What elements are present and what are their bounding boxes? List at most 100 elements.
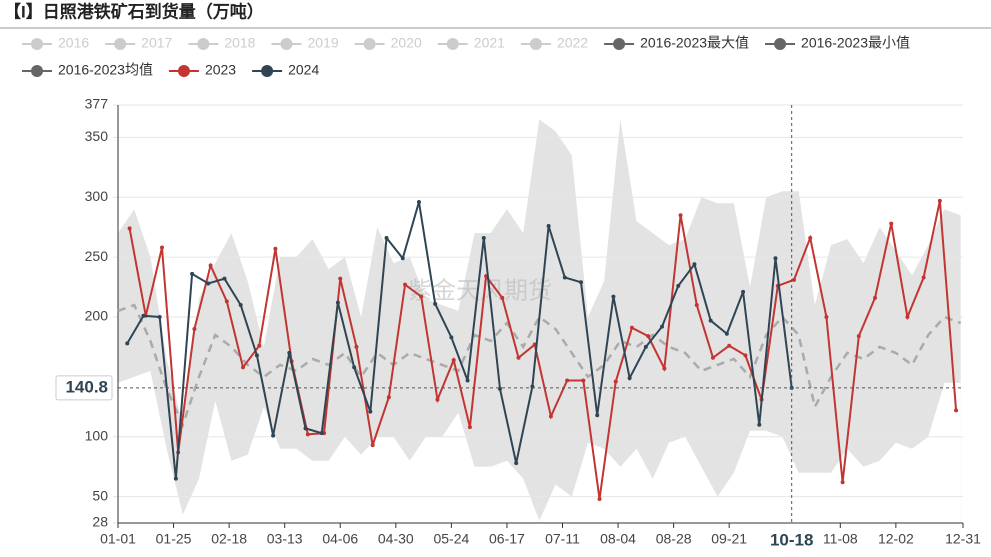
data-point bbox=[546, 223, 551, 228]
legend-item[interactable]: 2023 bbox=[168, 62, 236, 78]
data-point bbox=[562, 275, 567, 280]
legend-label: 2016 bbox=[58, 35, 89, 51]
crosshair-y-box bbox=[55, 375, 113, 401]
data-point bbox=[403, 282, 408, 287]
data-point bbox=[157, 314, 162, 319]
data-point bbox=[273, 246, 278, 251]
legend-label: 2021 bbox=[474, 35, 505, 51]
data-point bbox=[613, 379, 618, 384]
legend-swatch-dot bbox=[529, 38, 542, 50]
data-point bbox=[224, 299, 229, 304]
x-tick-label: 08-28 bbox=[656, 531, 692, 547]
series-line bbox=[128, 200, 958, 500]
data-point bbox=[824, 314, 829, 319]
crosshair-x-label: 10-18 bbox=[770, 530, 813, 549]
legend-item[interactable]: 2018 bbox=[188, 35, 256, 51]
data-point bbox=[840, 480, 845, 485]
data-point bbox=[548, 414, 553, 419]
data-point bbox=[597, 497, 602, 502]
legend-label: 2019 bbox=[307, 35, 338, 51]
data-point bbox=[208, 263, 213, 268]
legend[interactable]: 2016 2017 2018 2019 2020 2021 2022 2016-2023最大值… bbox=[22, 35, 910, 78]
legend-swatch-dot bbox=[114, 38, 127, 50]
data-point bbox=[386, 395, 391, 400]
data-point bbox=[335, 300, 340, 305]
data-point bbox=[206, 281, 211, 286]
series-line bbox=[126, 201, 793, 479]
data-point bbox=[921, 275, 926, 280]
x-tick-label: 08-04 bbox=[600, 531, 636, 547]
data-point bbox=[238, 303, 243, 308]
data-point bbox=[416, 200, 421, 205]
data-point bbox=[451, 358, 456, 363]
data-point bbox=[465, 378, 470, 383]
data-point bbox=[514, 461, 519, 466]
legend-swatch-dot bbox=[280, 38, 293, 50]
legend-item[interactable]: 2016-2023最小值 bbox=[765, 35, 910, 51]
chart-title: 【I】日照港铁矿石到货量（万吨） bbox=[4, 1, 264, 21]
data-point bbox=[743, 353, 748, 358]
x-tick-label: 07-11 bbox=[545, 531, 580, 547]
data-point bbox=[643, 344, 648, 349]
x-tick-label: 04-06 bbox=[322, 531, 358, 547]
data-point bbox=[595, 413, 600, 418]
legend-item[interactable]: 2019 bbox=[271, 35, 339, 51]
legend-item[interactable]: 2016-2023最大值 bbox=[604, 35, 749, 51]
data-point bbox=[692, 262, 697, 267]
x-tick-label: 01-25 bbox=[156, 531, 192, 547]
data-point bbox=[159, 245, 164, 250]
data-point bbox=[305, 432, 310, 437]
x-tick-label: 03-13 bbox=[267, 531, 303, 547]
data-point bbox=[319, 431, 324, 436]
data-point bbox=[419, 294, 424, 299]
watermark: 紫金天风期货 bbox=[408, 277, 552, 304]
legend-item[interactable]: 2021 bbox=[437, 35, 505, 51]
legend-item[interactable]: 2020 bbox=[354, 35, 422, 51]
data-point bbox=[354, 344, 359, 349]
x-tick-label: 09-21 bbox=[711, 531, 747, 547]
legend-item[interactable]: 2017 bbox=[105, 35, 173, 51]
data-point bbox=[303, 426, 308, 431]
data-point bbox=[757, 422, 762, 427]
y-tick-label: 28 bbox=[92, 514, 108, 530]
x-tick-label: 11-08 bbox=[823, 531, 858, 547]
data-point bbox=[905, 314, 910, 319]
legend-swatch-dot bbox=[31, 65, 43, 77]
legend-label: 2023 bbox=[205, 62, 236, 78]
data-point bbox=[662, 366, 667, 371]
data-point bbox=[370, 443, 375, 448]
data-point bbox=[192, 326, 197, 331]
legend-item[interactable]: 2022 bbox=[520, 35, 588, 51]
legend-swatch-dot bbox=[446, 38, 459, 50]
legend-item[interactable]: 2024 bbox=[252, 62, 319, 78]
legend-label: 2016-2023均值 bbox=[58, 62, 153, 78]
data-point bbox=[222, 276, 227, 281]
y-tick-label: 200 bbox=[85, 308, 109, 324]
data-point bbox=[467, 425, 472, 430]
data-point bbox=[808, 235, 813, 240]
data-point bbox=[627, 376, 632, 381]
legend-swatch-dot bbox=[177, 65, 190, 77]
data-point bbox=[954, 408, 959, 413]
legend-label: 2017 bbox=[141, 35, 172, 51]
data-point bbox=[676, 283, 681, 288]
data-point bbox=[271, 433, 276, 438]
legend-item[interactable]: 2016-2023均值 bbox=[22, 62, 153, 78]
data-point bbox=[708, 318, 713, 323]
data-point bbox=[629, 325, 634, 330]
x-tick-label: 04-30 bbox=[378, 531, 414, 547]
data-point bbox=[889, 221, 894, 226]
y-tick-label: 300 bbox=[85, 188, 109, 204]
data-point bbox=[565, 378, 570, 383]
data-point bbox=[338, 276, 343, 281]
data-point bbox=[727, 343, 732, 348]
data-point bbox=[257, 343, 262, 348]
data-point bbox=[660, 324, 665, 329]
legend-item[interactable]: 2016 bbox=[22, 35, 89, 51]
legend-label: 2022 bbox=[557, 35, 588, 51]
data-point bbox=[400, 256, 405, 261]
x-tick-label: 12-02 bbox=[878, 531, 914, 547]
band-area bbox=[118, 370, 961, 523]
legend-label: 2018 bbox=[224, 35, 255, 51]
